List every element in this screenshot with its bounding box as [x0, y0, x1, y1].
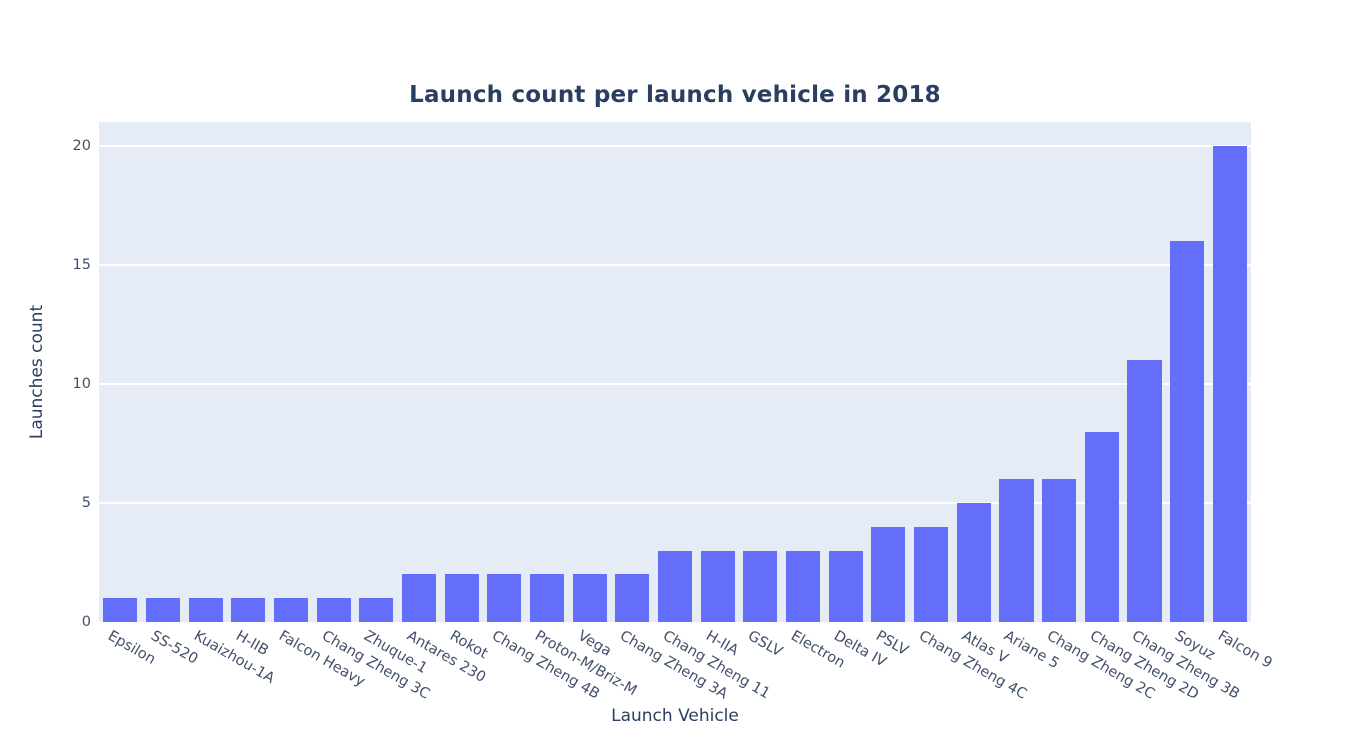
bar-slot	[355, 122, 398, 622]
bar-chang-zheng-3b[interactable]	[1127, 360, 1162, 622]
bar-slot	[782, 122, 825, 622]
gridline-y-5	[99, 501, 1251, 504]
bar-delta-iv[interactable]	[828, 550, 863, 622]
gridline-y-20	[99, 144, 1251, 147]
bar-ariane-5[interactable]	[999, 479, 1034, 622]
y-tick-label-5: 5	[81, 494, 91, 511]
y-tick-label-15: 15	[72, 256, 91, 273]
bar-slot	[696, 122, 739, 622]
bar-slot	[568, 122, 611, 622]
bar-falcon-heavy[interactable]	[273, 598, 309, 622]
bar-slot	[99, 122, 142, 622]
bar-gslv[interactable]	[743, 550, 778, 622]
bar-slot	[910, 122, 953, 622]
bar-h-iia[interactable]	[700, 550, 735, 622]
bar-chang-zheng-3c[interactable]	[316, 598, 351, 622]
bar-slot	[1080, 122, 1123, 622]
bar-slot	[526, 122, 569, 622]
bar-zhuque-1[interactable]	[359, 598, 394, 622]
bar-slot	[611, 122, 654, 622]
x-axis-title: Launch Vehicle	[611, 706, 739, 726]
x-tick-label-epsilon: Epsilon	[105, 628, 159, 668]
bar-h-iib[interactable]	[231, 598, 266, 622]
y-axis-title: Launches count	[27, 304, 47, 440]
bar-chang-zheng-2c[interactable]	[1042, 479, 1077, 622]
bar-slot	[739, 122, 782, 622]
x-tick-label-ss-520: SS-520	[148, 628, 201, 668]
gridline-y-15	[99, 263, 1251, 266]
bar-slot	[440, 122, 483, 622]
bar-chang-zheng-4b[interactable]	[487, 574, 522, 622]
bar-pslv[interactable]	[871, 526, 906, 622]
bar-slot	[184, 122, 227, 622]
bar-slot	[867, 122, 910, 622]
bar-electron[interactable]	[786, 550, 821, 622]
bar-slot	[1123, 122, 1166, 622]
bar-slot	[142, 122, 185, 622]
y-tick-label-0: 0	[81, 614, 91, 630]
bar-slot	[995, 122, 1038, 622]
bar-chang-zheng-3a[interactable]	[615, 574, 650, 622]
bar-slot	[952, 122, 995, 622]
x-tick-label-gslv: GSLV	[745, 628, 786, 661]
bar-chang-zheng-4c[interactable]	[914, 526, 949, 622]
y-tick-label-10: 10	[72, 375, 91, 392]
bar-slot	[1208, 122, 1251, 622]
gridline-y-10	[99, 382, 1251, 385]
bar-epsilon[interactable]	[103, 598, 138, 622]
bar-slot	[483, 122, 526, 622]
plot-area[interactable]	[99, 122, 1251, 622]
bar-soyuz[interactable]	[1170, 241, 1205, 622]
bar-slot	[1166, 122, 1209, 622]
bar-ss-520[interactable]	[145, 598, 181, 622]
bars-container	[99, 122, 1251, 622]
bar-rokot[interactable]	[444, 574, 479, 622]
bar-slot	[398, 122, 441, 622]
bar-slot	[270, 122, 313, 622]
bar-antares-230[interactable]	[401, 574, 437, 622]
x-tick-label-falcon-9: Falcon 9	[1214, 628, 1275, 672]
bar-chang-zheng-2d[interactable]	[1084, 431, 1119, 622]
bar-slot	[227, 122, 270, 622]
bar-slot	[312, 122, 355, 622]
bar-proton-m-briz-m[interactable]	[529, 574, 565, 622]
bar-slot	[824, 122, 867, 622]
bar-chang-zheng-11[interactable]	[658, 550, 693, 622]
bar-falcon-9[interactable]	[1212, 145, 1247, 622]
bar-atlas-v[interactable]	[956, 502, 991, 622]
bar-slot	[1038, 122, 1081, 622]
bar-slot	[654, 122, 697, 622]
y-tick-label-20: 20	[72, 137, 91, 154]
bar-kuaizhou-1a[interactable]	[188, 598, 223, 622]
bar-vega[interactable]	[572, 574, 607, 622]
chart-title: Launch count per launch vehicle in 2018	[409, 82, 941, 108]
